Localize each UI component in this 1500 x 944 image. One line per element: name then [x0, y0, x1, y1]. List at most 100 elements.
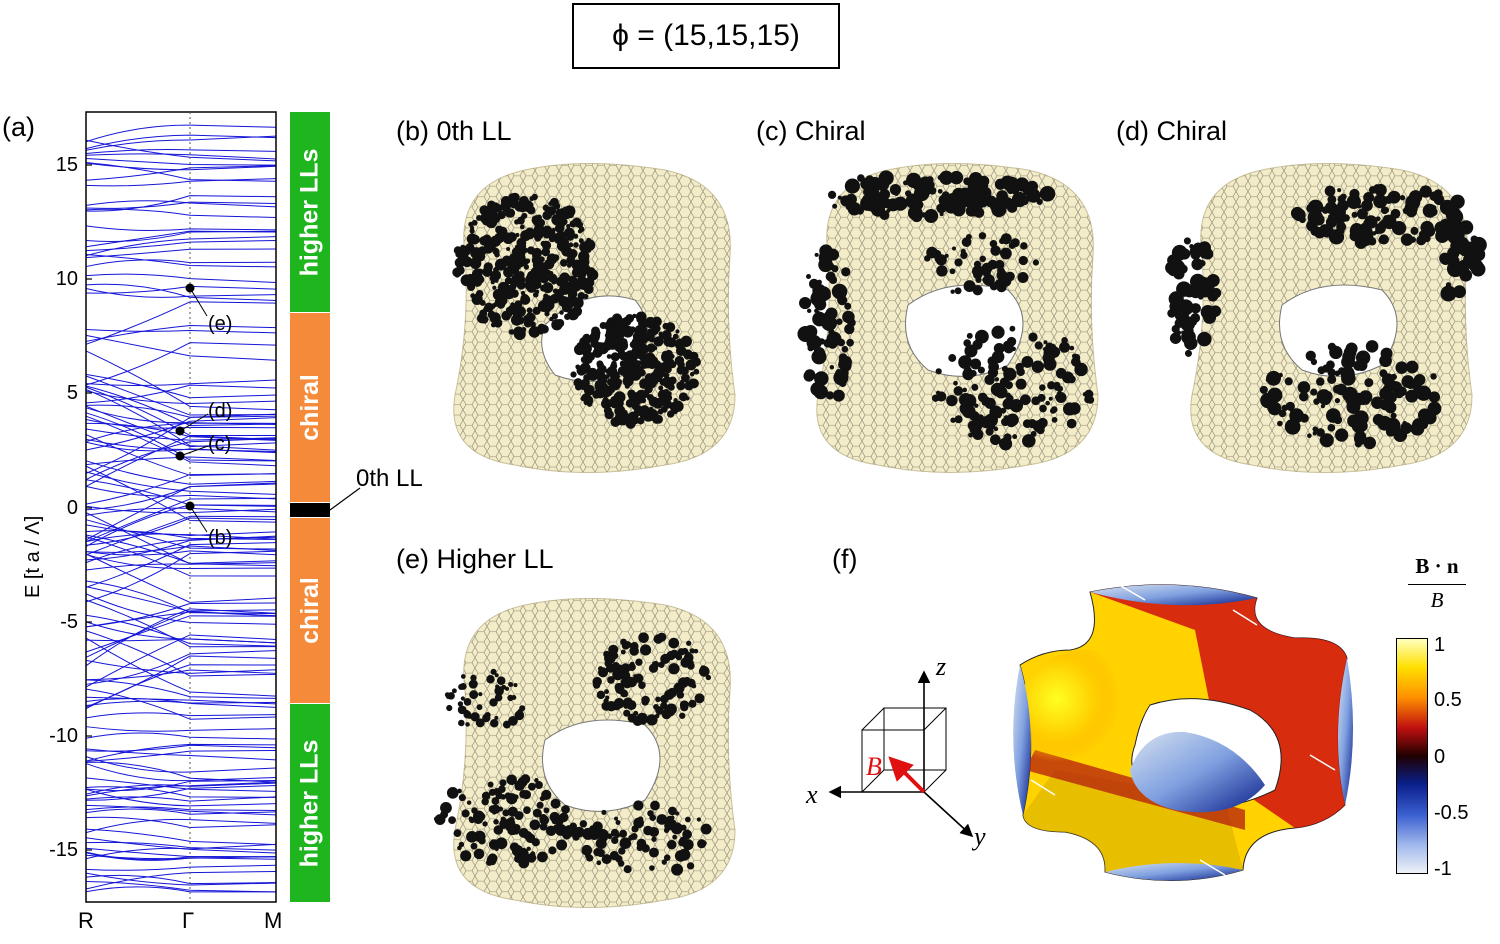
band-line: [85, 149, 277, 155]
density-dot: [469, 228, 475, 234]
density-dot: [601, 809, 607, 816]
density-dot: [667, 839, 677, 850]
density-dot: [685, 651, 691, 657]
band-line: [85, 614, 277, 647]
band-line: [85, 593, 277, 625]
density-dot: [535, 225, 546, 235]
density-dot: [1190, 319, 1197, 326]
density-dot: [1353, 410, 1369, 426]
band-line: [85, 841, 277, 851]
density-dot: [508, 681, 514, 687]
band-line: [85, 630, 277, 677]
density-dot: [852, 202, 861, 211]
density-dot: [509, 198, 520, 209]
density-dot: [661, 330, 672, 341]
band-line: [85, 201, 277, 209]
density-dot: [516, 783, 522, 789]
density-dot: [495, 225, 504, 234]
density-dot: [590, 339, 600, 348]
density-dot: [664, 365, 672, 374]
density-dot: [453, 831, 459, 836]
band-line: [85, 248, 277, 259]
band-line: [85, 780, 277, 792]
density-dot: [806, 308, 812, 313]
density-dot: [455, 265, 465, 276]
marker-c-label: (c): [208, 433, 232, 455]
density-dot: [1363, 192, 1375, 203]
density-dot: [1048, 396, 1053, 401]
density-dot: [1003, 433, 1012, 442]
density-dot: [984, 397, 996, 410]
density-dot: [662, 399, 672, 409]
density-dot: [949, 170, 964, 185]
density-dot: [1265, 377, 1272, 383]
density-dot: [969, 369, 977, 377]
density-dot: [803, 370, 815, 382]
density-dot: [636, 844, 644, 852]
density-dot: [1176, 330, 1182, 335]
density-dot: [1031, 360, 1044, 373]
band-line: [85, 750, 277, 762]
density-dot: [1061, 337, 1068, 344]
band-line: [85, 139, 277, 162]
colorbar-gradient: [1396, 638, 1428, 874]
density-dot: [1039, 186, 1056, 202]
density-dot: [1310, 388, 1318, 396]
density-dot: [1327, 375, 1337, 385]
density-dot: [1055, 391, 1067, 404]
density-dot: [700, 823, 712, 835]
density-dot: [819, 244, 833, 258]
density-dot: [490, 668, 497, 675]
density-dot: [661, 377, 671, 386]
bar-zeroth: [290, 503, 330, 517]
b-field-label: B: [866, 752, 882, 781]
zeroth-ll-label: 0th LL: [356, 465, 423, 492]
density-dot: [968, 204, 981, 217]
density-dot: [650, 346, 656, 352]
density-dot: [643, 825, 653, 836]
density-dot: [1373, 184, 1381, 191]
density-dot: [989, 282, 998, 291]
density-dot: [457, 845, 462, 851]
density-dot: [935, 368, 942, 375]
band-line: [85, 599, 277, 648]
band-line: [85, 852, 277, 861]
density-dot: [478, 692, 483, 697]
bn-colored-surface: [1013, 584, 1354, 881]
density-dot: [937, 188, 943, 194]
density-dot: [950, 289, 955, 294]
density-dot: [606, 354, 612, 359]
density-dot: [511, 247, 521, 257]
band-line: [85, 239, 277, 252]
panel-d-label: (d) Chiral: [1116, 116, 1228, 146]
density-dot: [545, 825, 557, 837]
density-dot: [586, 369, 599, 381]
density-dot: [666, 394, 673, 401]
density-dot: [535, 267, 541, 274]
density-dot: [959, 392, 973, 407]
density-dot: [523, 791, 530, 798]
density-dot: [989, 239, 998, 248]
band-line: [85, 726, 277, 732]
density-dot: [1353, 360, 1364, 371]
density-dot: [506, 774, 518, 786]
density-dot: [662, 322, 670, 330]
density-dot: [993, 426, 999, 432]
density-dot: [513, 328, 526, 341]
density-dot: [542, 225, 552, 235]
density-dot: [501, 310, 512, 321]
density-dot: [473, 814, 484, 825]
density-dot: [1324, 185, 1336, 197]
density-dot: [581, 263, 591, 273]
density-dot: [581, 844, 593, 856]
b-field-arrow: [888, 756, 926, 794]
density-dot: [651, 660, 660, 669]
bar-chiral-top: [290, 313, 330, 502]
band-line: [85, 782, 277, 795]
density-dot: [693, 648, 699, 654]
density-dot: [805, 301, 810, 306]
density-dot: [963, 339, 972, 347]
density-dot: [508, 193, 516, 201]
density-dot: [592, 390, 601, 399]
